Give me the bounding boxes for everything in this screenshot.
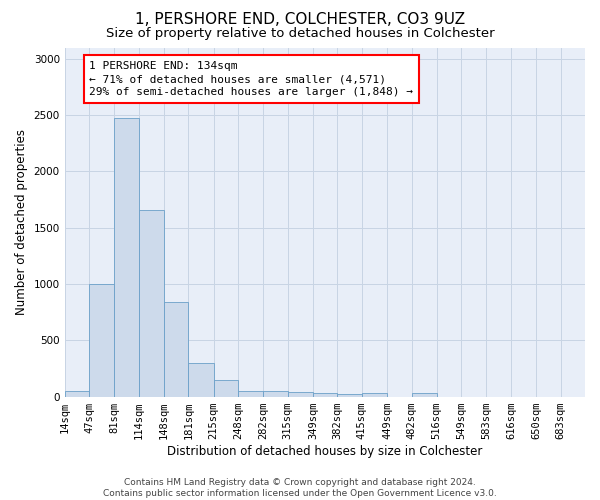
Bar (362, 393, 387, 396)
Bar (89, 284, 115, 397)
Bar (288, 392, 313, 396)
Text: 1 PERSHORE END: 134sqm
← 71% of detached houses are smaller (4,571)
29% of semi-: 1 PERSHORE END: 134sqm ← 71% of detached… (89, 61, 413, 98)
Text: Size of property relative to detached houses in Colchester: Size of property relative to detached ho… (106, 28, 494, 40)
X-axis label: Distribution of detached houses by size in Colchester: Distribution of detached houses by size … (167, 444, 482, 458)
Bar (115, 118, 139, 396)
Bar (412, 393, 437, 396)
Bar (214, 380, 238, 396)
Bar (65, 391, 89, 396)
Bar (139, 210, 164, 396)
Y-axis label: Number of detached properties: Number of detached properties (15, 129, 28, 315)
Bar (337, 394, 362, 396)
Bar (313, 393, 337, 396)
Bar (238, 391, 263, 396)
Text: Contains HM Land Registry data © Crown copyright and database right 2024.
Contai: Contains HM Land Registry data © Crown c… (103, 478, 497, 498)
Bar (188, 363, 214, 396)
Bar (263, 391, 288, 396)
Bar (164, 302, 188, 396)
Text: 1, PERSHORE END, COLCHESTER, CO3 9UZ: 1, PERSHORE END, COLCHESTER, CO3 9UZ (135, 12, 465, 28)
